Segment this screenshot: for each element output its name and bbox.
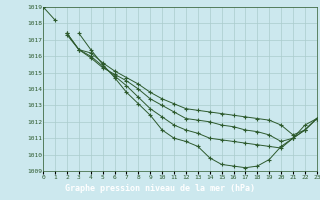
Text: Graphe pression niveau de la mer (hPa): Graphe pression niveau de la mer (hPa) [65,184,255,193]
